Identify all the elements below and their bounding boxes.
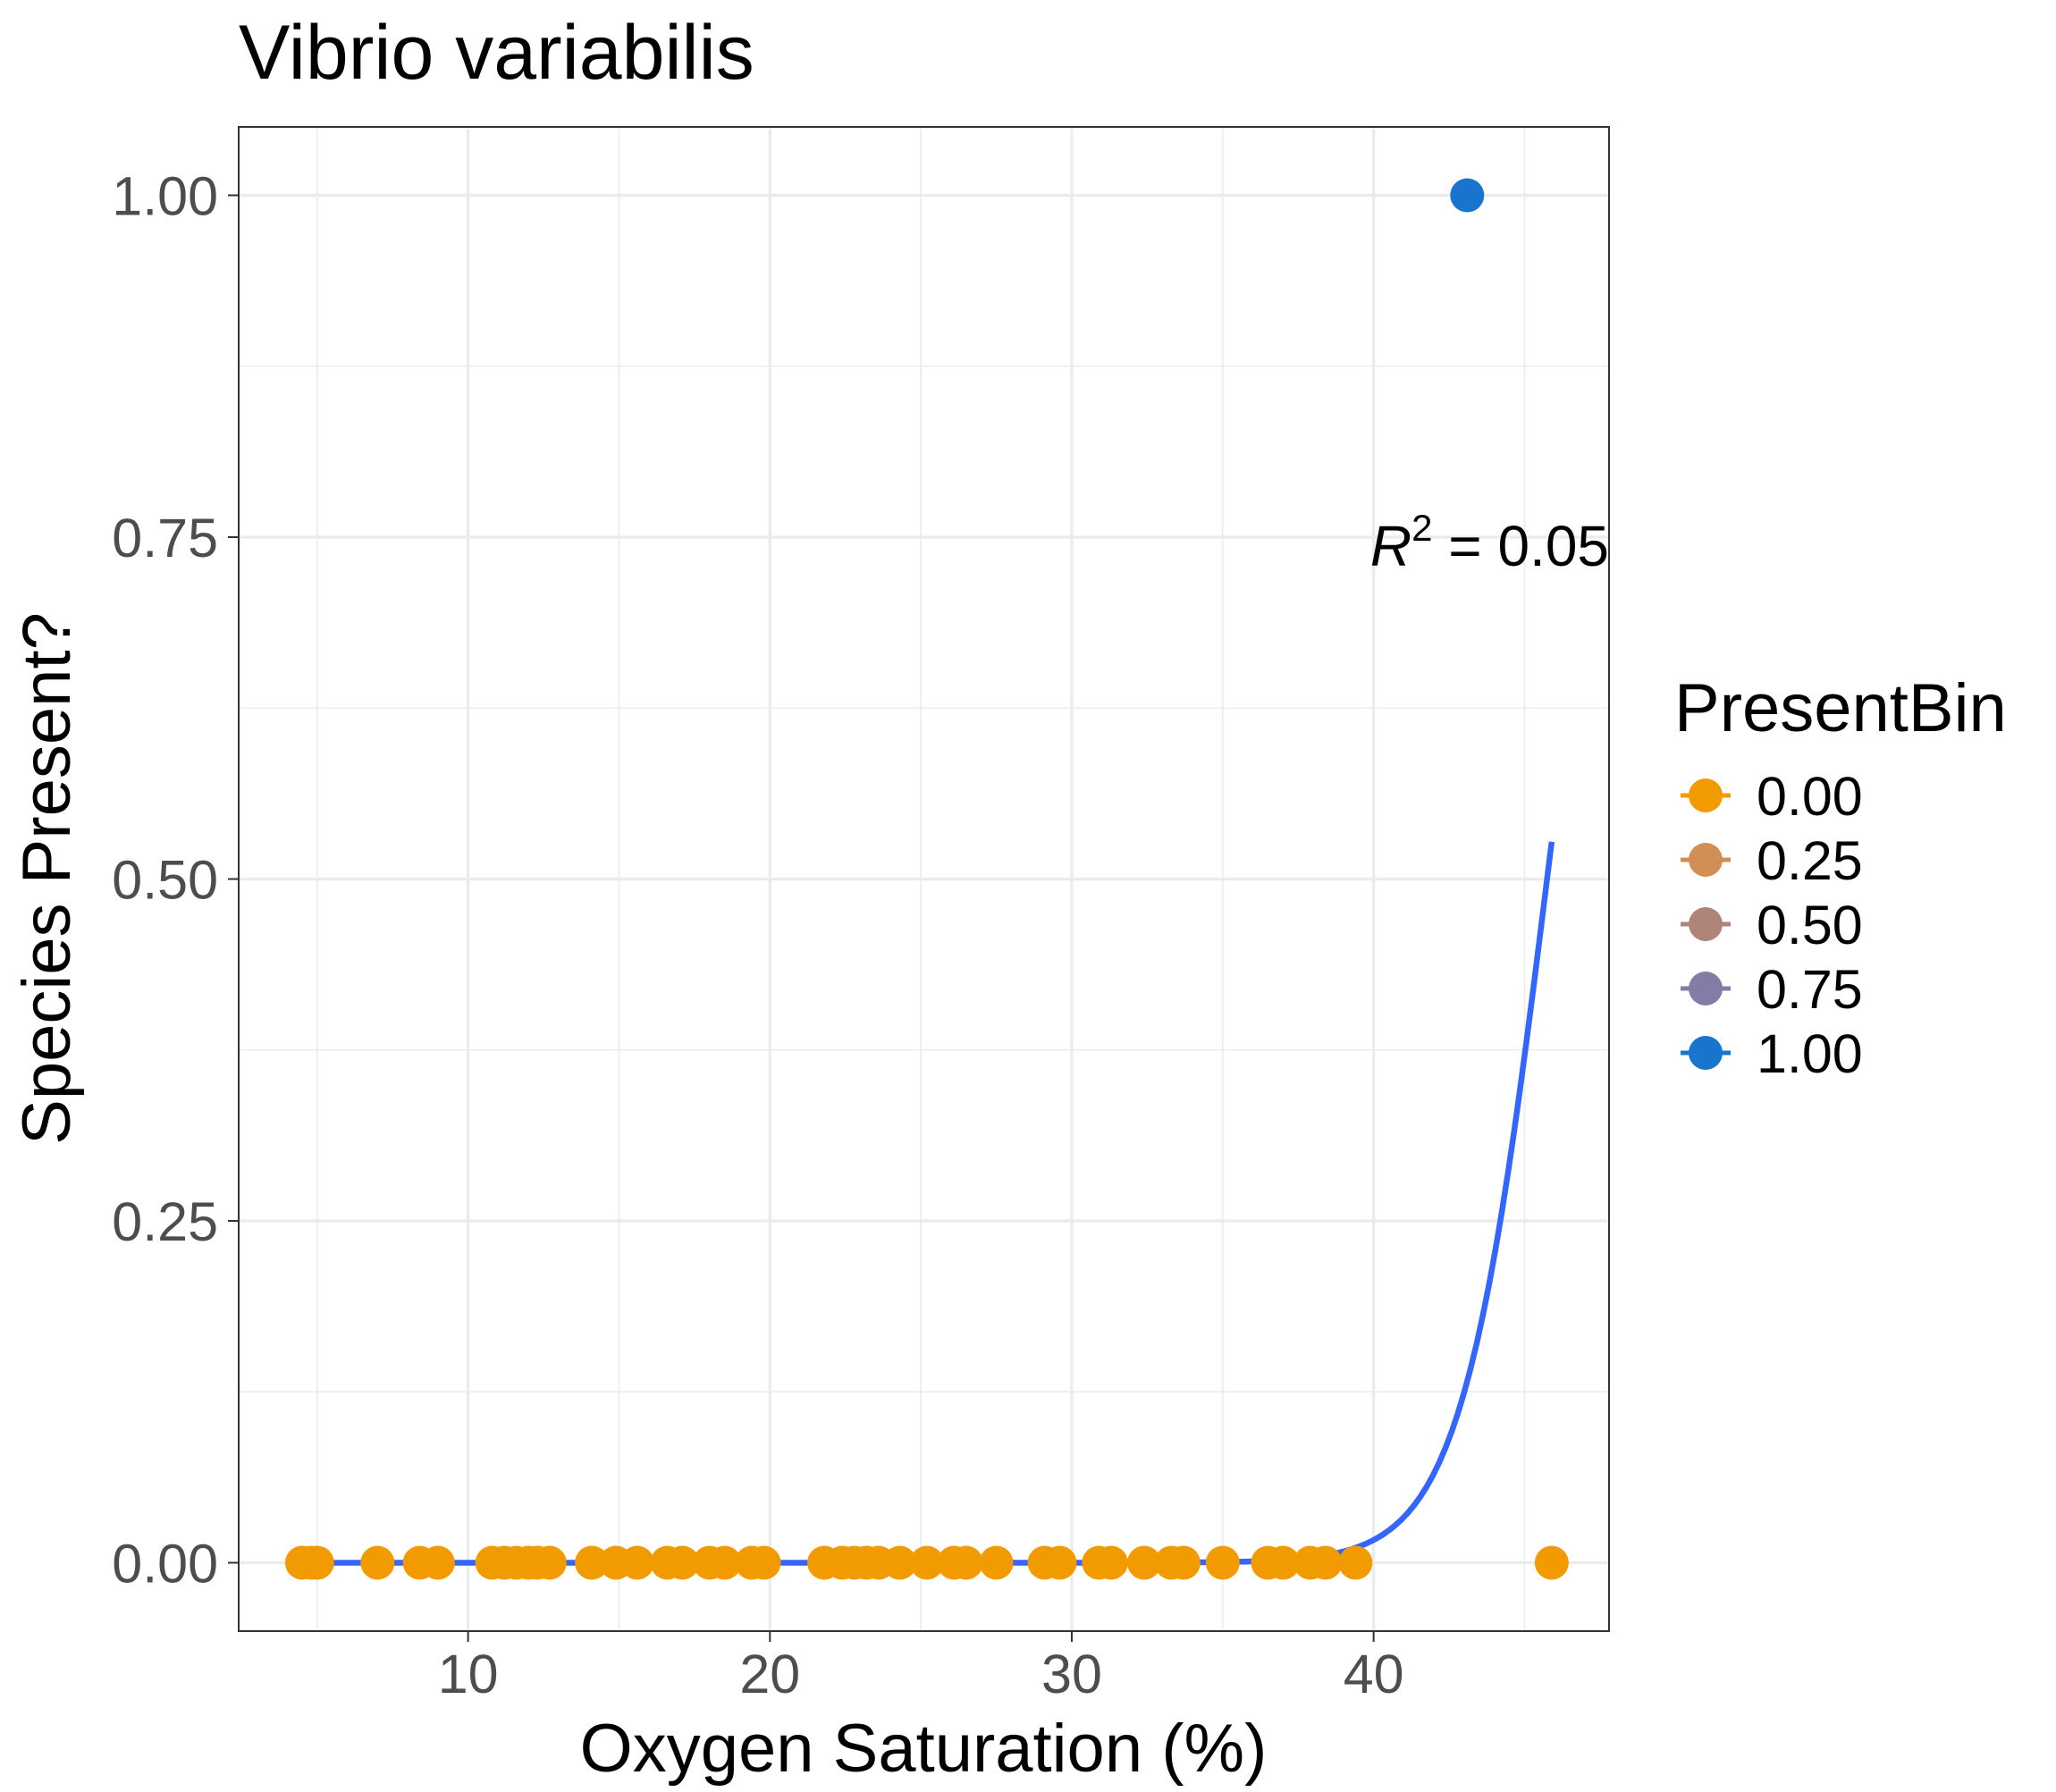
data-point bbox=[1126, 1545, 1161, 1580]
data-point bbox=[619, 1545, 654, 1580]
x-tick-label: 30 bbox=[1041, 1644, 1102, 1704]
data-point bbox=[532, 1545, 567, 1580]
legend-label: 0.75 bbox=[1757, 959, 1863, 1020]
data-point bbox=[1042, 1545, 1077, 1580]
r-symbol: R bbox=[1370, 514, 1411, 578]
data-point bbox=[420, 1545, 455, 1580]
data-point bbox=[1338, 1545, 1373, 1580]
legend-item: 0.75 bbox=[1681, 959, 1863, 1020]
data-point bbox=[746, 1545, 781, 1580]
points-layer bbox=[284, 178, 1569, 1580]
legend-item: 1.00 bbox=[1681, 1023, 1863, 1084]
r-superscript: 2 bbox=[1411, 507, 1432, 549]
legend-key-point bbox=[1689, 972, 1723, 1005]
legend-key-point bbox=[1689, 907, 1723, 941]
legend-key-point bbox=[1689, 1036, 1723, 1070]
data-point bbox=[1093, 1545, 1128, 1580]
y-tick-label: 1.00 bbox=[112, 166, 218, 227]
legend: PresentBin 0.000.250.500.751.00 bbox=[1674, 670, 2007, 1084]
legend-key-point bbox=[1689, 778, 1723, 812]
data-point bbox=[707, 1545, 742, 1580]
data-point bbox=[1534, 1545, 1569, 1580]
data-point bbox=[1166, 1545, 1201, 1580]
data-point bbox=[360, 1545, 395, 1580]
data-point bbox=[575, 1545, 610, 1580]
data-point bbox=[909, 1545, 944, 1580]
y-tick-label: 0.75 bbox=[112, 508, 218, 568]
x-tick-label: 20 bbox=[739, 1644, 800, 1704]
y-axis-label: Species Present? bbox=[9, 612, 85, 1145]
x-axis: 10 20 30 40 bbox=[438, 1631, 1404, 1704]
legend-label: 0.25 bbox=[1757, 830, 1863, 891]
y-axis: 0.00 0.25 0.50 0.75 1.00 bbox=[112, 166, 239, 1594]
y-tick-label: 0.25 bbox=[112, 1191, 218, 1252]
legend-item: 0.50 bbox=[1681, 895, 1863, 955]
data-point bbox=[1205, 1545, 1240, 1580]
x-axis-label: Oxygen Saturation (%) bbox=[580, 1711, 1268, 1787]
legend-key-point bbox=[1689, 843, 1723, 877]
data-point bbox=[948, 1545, 983, 1580]
legend-label: 1.00 bbox=[1757, 1023, 1863, 1084]
data-point bbox=[882, 1545, 917, 1580]
data-point bbox=[1450, 178, 1485, 213]
legend-item: 0.00 bbox=[1681, 766, 1863, 827]
legend-item: 0.25 bbox=[1681, 830, 1863, 891]
data-point bbox=[1266, 1545, 1301, 1580]
data-point bbox=[665, 1545, 700, 1580]
data-point bbox=[299, 1545, 334, 1580]
legend-title: PresentBin bbox=[1674, 670, 2007, 746]
y-tick-label: 0.50 bbox=[112, 850, 218, 911]
chart-title: Vibrio variabilis bbox=[239, 10, 754, 96]
data-point bbox=[979, 1545, 1014, 1580]
legend-label: 0.50 bbox=[1757, 895, 1863, 955]
r-squared-annotation: R2 = 0.05 bbox=[1370, 507, 1609, 578]
x-tick-label: 40 bbox=[1344, 1644, 1404, 1704]
data-point bbox=[1308, 1545, 1343, 1580]
y-tick-label: 0.00 bbox=[112, 1534, 218, 1594]
legend-items: 0.000.250.500.751.00 bbox=[1681, 766, 1863, 1084]
r-value: = 0.05 bbox=[1433, 514, 1610, 578]
legend-label: 0.00 bbox=[1757, 766, 1863, 827]
x-tick-label: 10 bbox=[438, 1644, 499, 1704]
